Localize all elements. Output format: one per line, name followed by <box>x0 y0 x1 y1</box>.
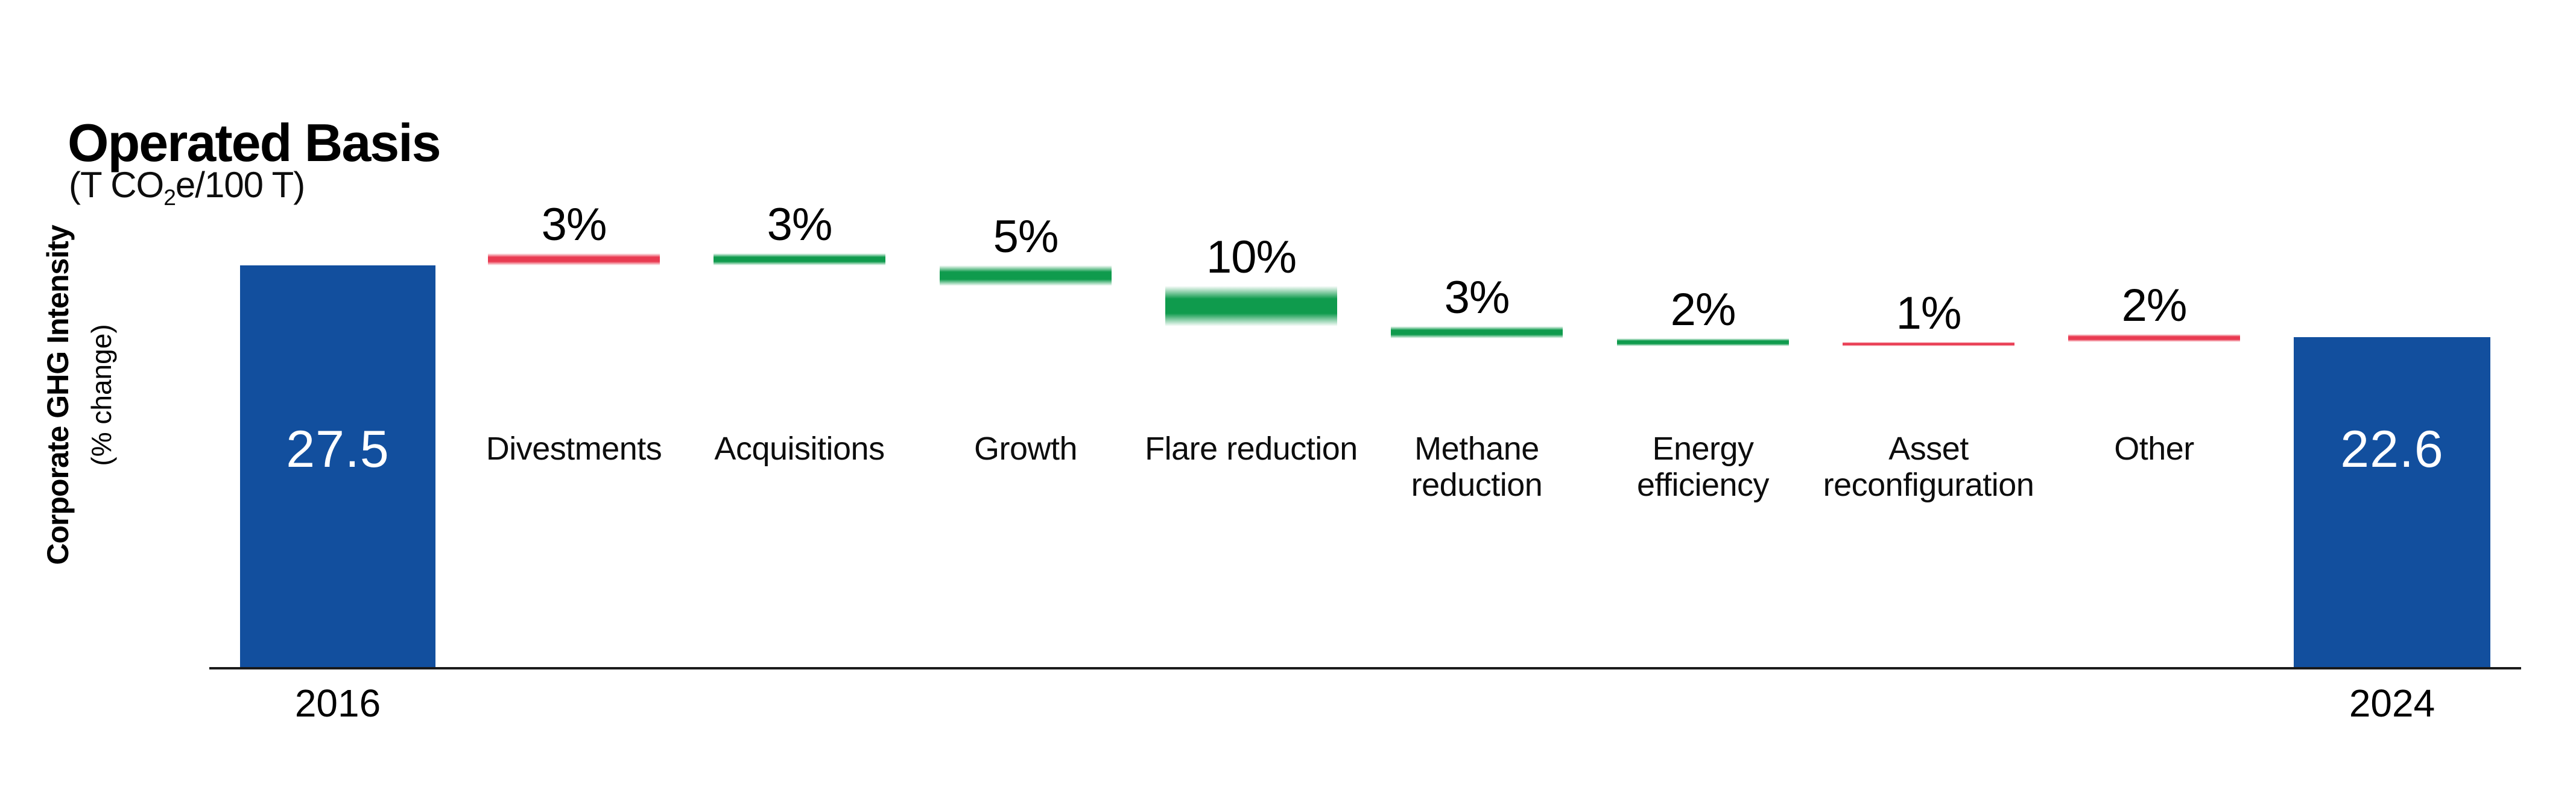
waterfall-segment-methane-reduction <box>1391 326 1563 338</box>
segment-pct-label-flare-reduction: 10% <box>1206 231 1297 283</box>
segment-pct-label-acquisitions: 3% <box>767 198 833 250</box>
category-label-line: Other <box>2114 431 2194 467</box>
segment-pct-label-asset-reconfiguration: 1% <box>1896 288 1962 340</box>
chart-subtitle: (T CO2e/100 T) <box>69 164 305 210</box>
category-label-line: Asset <box>1888 431 1969 467</box>
waterfall-segment-divestments <box>488 253 660 265</box>
segment-category-label-other: Other <box>2028 431 2281 467</box>
total-bar-2024 <box>2294 337 2490 667</box>
waterfall-segment-energy-efficiency <box>1617 338 1789 346</box>
y-axis-label: Corporate GHG Intensity <box>41 225 75 565</box>
category-label-line: Acquisitions <box>714 431 885 467</box>
subtitle-subscript: 2 <box>163 185 176 210</box>
subtitle-prefix: (T CO <box>69 165 164 205</box>
category-label-line: reduction <box>1411 467 1543 503</box>
bar-value-2024: 22.6 <box>2340 420 2444 478</box>
category-label-line: Energy <box>1652 431 1754 467</box>
x-axis-line <box>209 667 2521 669</box>
segment-pct-label-energy-efficiency: 2% <box>1670 283 1736 335</box>
segment-pct-label-methane-reduction: 3% <box>1444 271 1510 323</box>
waterfall-segment-asset-reconfiguration <box>1843 342 2014 346</box>
segment-pct-label-divestments: 3% <box>541 198 607 250</box>
waterfall-segment-other <box>2068 334 2240 343</box>
y-axis-label-block: Corporate GHG Intensity (% change) <box>40 160 155 630</box>
year-label-2016: 2016 <box>294 682 381 725</box>
category-label-line: Methane <box>1414 431 1539 467</box>
segment-category-label-methane-reduction: Methane reduction <box>1350 431 1604 503</box>
waterfall-segment-growth <box>940 265 1112 286</box>
subtitle-suffix: e/100 T) <box>175 165 305 205</box>
segment-category-label-asset-reconfiguration: Asset reconfiguration <box>1802 431 2055 503</box>
bar-value-2016: 27.5 <box>286 420 390 478</box>
segment-pct-label-growth: 5% <box>993 211 1059 262</box>
segment-category-label-acquisitions: Acquisitions <box>673 431 926 467</box>
chart-title: Operated Basis <box>68 113 441 172</box>
category-label-line: Growth <box>973 431 1078 467</box>
segment-pct-label-other: 2% <box>2121 279 2188 331</box>
category-label-line: Divestments <box>486 431 662 467</box>
segment-category-label-energy-efficiency: Energy efficiency <box>1577 431 1830 503</box>
category-label-line: efficiency <box>1636 467 1770 503</box>
year-label-2024: 2024 <box>2349 682 2435 725</box>
total-bar-2016 <box>240 265 435 667</box>
y-axis-sublabel: (% change) <box>86 324 117 466</box>
segment-category-label-growth: Growth <box>899 431 1153 467</box>
waterfall-segment-flare-reduction <box>1165 285 1337 326</box>
waterfall-segment-acquisitions <box>714 253 885 265</box>
category-label-line: reconfiguration <box>1823 467 2034 503</box>
segment-category-label-divestments: Divestments <box>448 431 701 467</box>
segment-category-label-flare-reduction: Flare reduction <box>1125 431 1378 467</box>
category-label-line: Flare reduction <box>1145 431 1358 467</box>
